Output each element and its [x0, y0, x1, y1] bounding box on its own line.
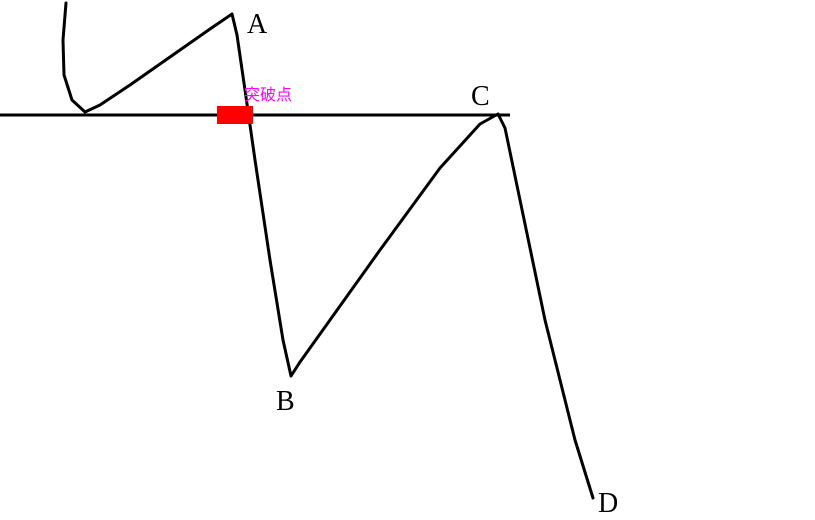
- breakpoint-callout: 突破点: [244, 86, 292, 104]
- breakpoint-marker: [217, 106, 253, 124]
- label-b: B: [276, 386, 295, 417]
- label-a: A: [247, 9, 268, 40]
- price-path: [63, 3, 593, 498]
- label-c: C: [471, 81, 490, 112]
- label-d: D: [598, 488, 618, 519]
- price-breakdown-diagram: A B C D 突破点: [0, 0, 815, 520]
